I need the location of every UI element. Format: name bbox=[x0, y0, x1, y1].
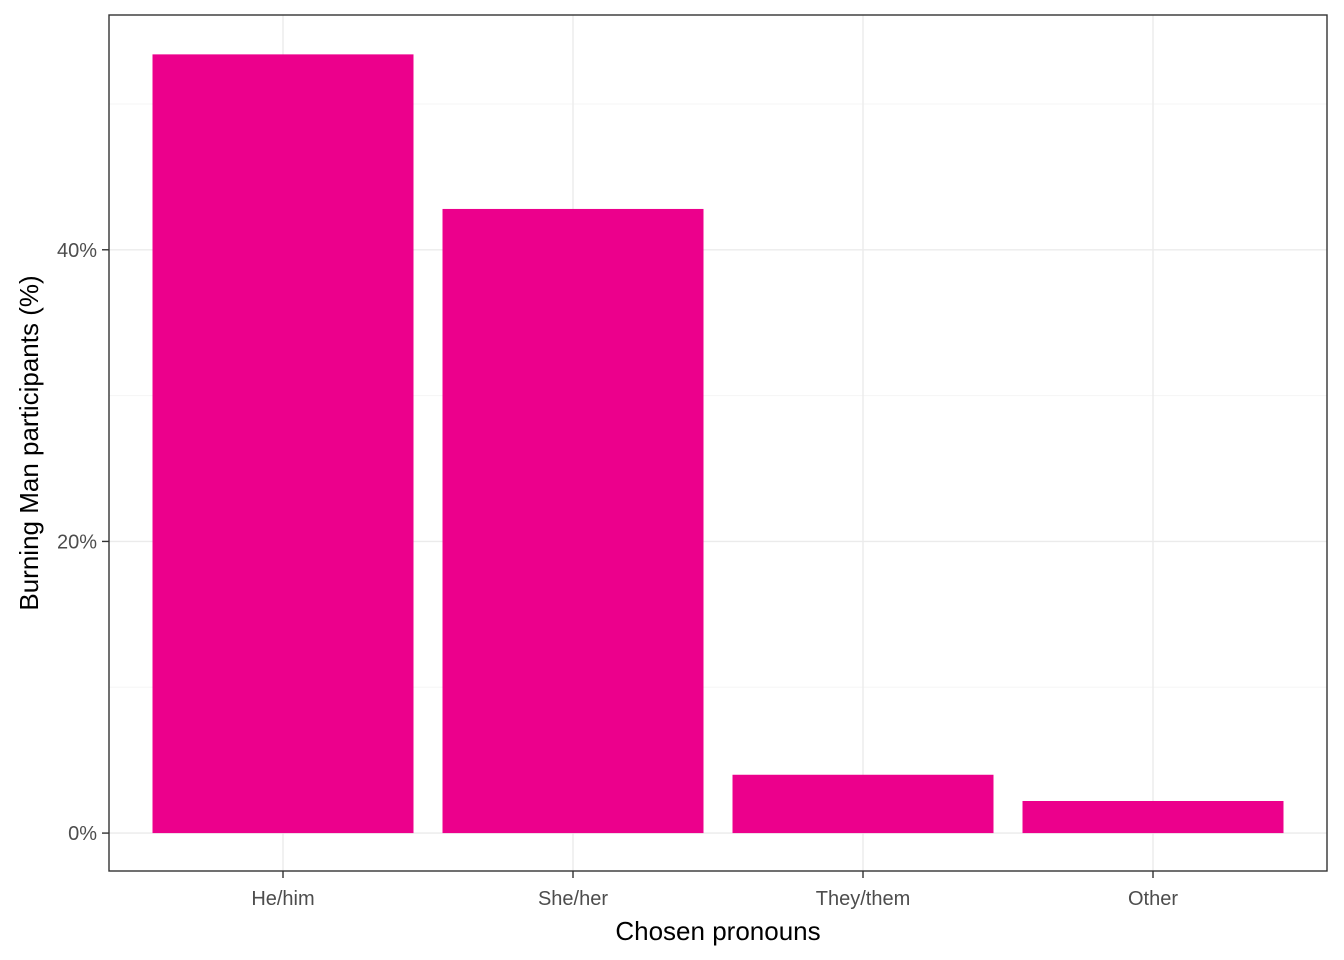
bars bbox=[152, 54, 1284, 834]
x-tick-label: He/him bbox=[251, 888, 314, 910]
panel-border bbox=[108, 14, 1328, 872]
x-tick-label: They/them bbox=[816, 888, 910, 910]
y-axis: 0% 20% 40% bbox=[57, 240, 109, 845]
x-axis-title: Chosen pronouns bbox=[615, 916, 820, 946]
bar-he-him bbox=[152, 54, 414, 834]
bar-she-her bbox=[442, 208, 704, 834]
bar-they-them bbox=[732, 774, 994, 834]
x-axis: He/him She/her They/them Other bbox=[251, 871, 1178, 910]
x-tick-label: She/her bbox=[538, 888, 608, 910]
y-axis-title: Burning Man participants (%) bbox=[14, 275, 44, 610]
y-tick-label: 40% bbox=[57, 240, 97, 262]
x-tick-label: Other bbox=[1128, 888, 1178, 910]
y-tick-label: 20% bbox=[57, 531, 97, 553]
bar-other bbox=[1022, 801, 1284, 834]
y-tick-label: 0% bbox=[68, 823, 97, 845]
